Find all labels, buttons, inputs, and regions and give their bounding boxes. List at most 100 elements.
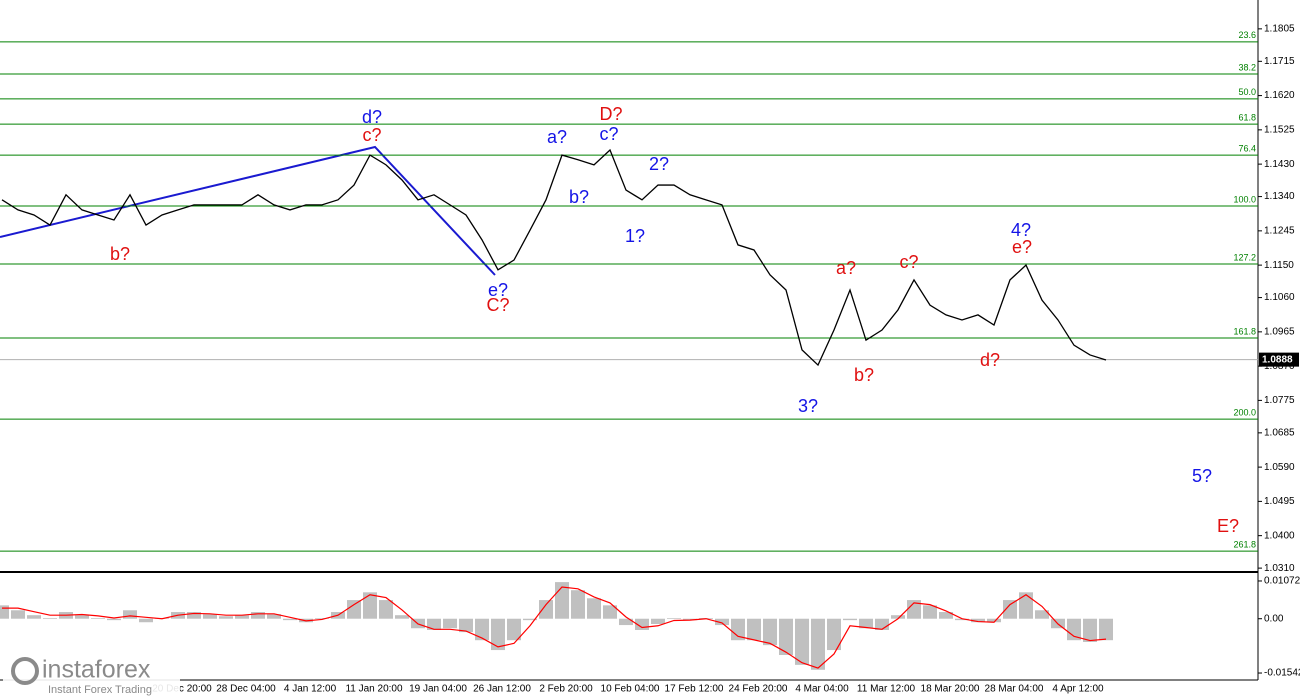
histogram-bar [1019,592,1033,619]
histogram-bar [91,618,105,619]
histogram-bar [1035,610,1049,619]
histogram-bar [715,618,729,626]
histogram-bar [587,598,601,619]
y-tick-label: 1.0775 [1264,395,1295,406]
y-tick-label: -0.01542 [1264,668,1300,679]
x-tick-label: 28 Dec 04:00 [216,684,276,695]
x-tick-label: 28 Mar 04:00 [985,684,1044,695]
histogram-bar [379,600,393,619]
x-tick-label: 4 Jan 12:00 [284,684,337,695]
histogram-bar [1067,618,1081,641]
fib-label: 100.0 [1233,194,1256,204]
histogram-bar [875,618,889,630]
y-tick-label: 1.1805 [1264,23,1295,34]
histogram-bar [363,592,377,619]
histogram-bar [939,612,953,619]
trend-line [0,145,496,276]
wave-label: 5? [1192,466,1212,486]
histogram-bar [811,618,825,670]
fib-label: 200.0 [1233,408,1256,418]
x-tick-label: 20 Dec 20:00 [152,684,212,695]
wave-label: a? [547,127,567,147]
histogram-bar [283,618,297,621]
wave-label: 1? [625,226,645,246]
wave-label: b? [569,187,589,207]
wave-label: C? [486,295,509,315]
wave-label: c? [899,252,918,272]
y-tick-label: 1.1150 [1264,260,1294,271]
fib-label: 38.2 [1238,62,1256,72]
price-line [1,148,1107,367]
wave-label: 4? [1011,220,1031,240]
histogram-bar [843,618,857,621]
histogram-bar [651,618,665,625]
fib-label: 76.4 [1238,143,1256,153]
y-tick-label: 1.1620 [1264,90,1295,101]
histogram-bar [827,618,841,651]
y-tick-label: 1.0310 [1264,563,1295,574]
x-tick-label: 17 Feb 12:00 [665,684,724,695]
histogram-bar [491,618,505,651]
histogram-bar [0,605,9,619]
wave-label: d? [362,107,382,127]
histogram-bar [251,612,265,619]
x-tick-label: 11 Mar 12:00 [857,684,916,695]
wave-label: E? [1217,516,1239,536]
histogram-bar [139,618,153,623]
histogram-bar [27,615,41,619]
y-tick-label: 0.00 [1264,613,1284,624]
fib-label: 50.0 [1238,87,1256,97]
histogram-bar [603,605,617,619]
histogram-bar [571,590,585,619]
histogram-bar [1003,600,1017,619]
histogram-bar [1083,618,1097,642]
fib-label: 61.8 [1238,112,1256,122]
wave-labels: d? c? b? a? c? D? b? 2? 1? e? C? 3? a? b… [110,104,1239,536]
histogram-bar [187,612,201,619]
wave-label: d? [980,350,1000,370]
macd-panel: 0.01072 0.00 -0.01542 [0,576,1300,679]
wave-label: 3? [798,396,818,416]
histogram-bar [203,614,217,619]
histogram-bar [347,600,361,619]
wave-label: e? [488,280,508,300]
trend-lines [0,145,496,276]
histogram-bar [859,618,873,629]
y-tick-label: 1.1245 [1264,225,1295,236]
histogram-bar [619,618,633,626]
x-tick-label: 11 Jan 20:00 [345,684,403,695]
wave-label: b? [854,365,874,385]
histogram-bar [1099,618,1113,641]
histogram-bar [427,618,441,630]
y-tick-label: 1.0495 [1264,496,1295,507]
histogram-bar [795,618,809,665]
histogram-bar [635,618,649,630]
histogram-bar [523,618,537,621]
wave-label: 2? [649,154,669,174]
histogram-bar [443,618,457,629]
histogram-bar [475,618,489,641]
logo-box [3,654,180,698]
histogram-bar [971,618,985,623]
y-tick-label: 1.1340 [1264,191,1295,202]
histogram-bar [763,618,777,646]
x-tick-label: 26 Jan 12:00 [473,684,531,695]
histogram-bar [219,616,233,619]
wave-label: b? [110,244,130,264]
logo-name: instaforex [42,656,151,684]
y-tick-label: 1.0965 [1264,326,1295,337]
histogram-bar [75,615,89,619]
histogram-bar [267,614,281,619]
y-tick-label: 1.1060 [1264,292,1295,303]
x-tick-label: 2 Feb 20:00 [539,684,593,695]
y-tick-label: 1.0590 [1264,462,1295,473]
histogram-bar [779,618,793,655]
histogram-bar [923,605,937,619]
y-tick-label: 1.1715 [1264,56,1295,67]
histogram-bar [11,610,25,619]
histogram-bar [907,600,921,619]
histogram-bar [731,618,745,641]
histogram-bar [43,618,57,619]
histogram-bar [395,615,409,619]
y-tick-label: 0.01072 [1264,576,1300,587]
